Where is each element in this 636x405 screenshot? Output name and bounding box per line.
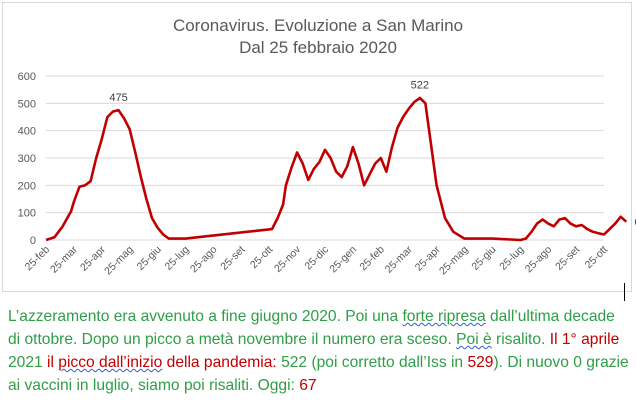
x-tick-label: 25-feb xyxy=(23,244,53,274)
caption-part: risalito. xyxy=(491,331,546,348)
y-tick-label: 300 xyxy=(18,153,36,165)
y-tick-label: 200 xyxy=(18,180,36,192)
x-tick-label: 25-nov xyxy=(272,243,304,275)
y-tick-label: 400 xyxy=(18,126,36,138)
line-chart: 010020030040050060025-feb25-mar25-apr25-… xyxy=(18,71,636,278)
text-cursor xyxy=(624,283,625,301)
x-tick-label: 25-ago xyxy=(188,244,220,276)
x-tick-label: 25-mag xyxy=(102,244,136,278)
x-tick-label: 25-set xyxy=(553,244,582,273)
data-label: 67 xyxy=(634,217,636,229)
x-tick-label: 25-feb xyxy=(357,244,387,274)
x-tick-label: 25-lug xyxy=(497,244,526,273)
x-tick-label: 25-ago xyxy=(523,244,555,276)
y-tick-label: 500 xyxy=(18,98,36,110)
caption-part: il xyxy=(42,354,59,371)
caption-part: dall’ultima decade di ottobre. Dopo un p… xyxy=(8,308,615,348)
x-tick-label: 25-mar xyxy=(48,243,80,275)
caption-part: ). Di nuovo 0 grazie ai vaccini in lugli… xyxy=(8,354,629,394)
caption-part: Poi è xyxy=(456,331,492,348)
caption-part: forte ripresa xyxy=(402,308,486,325)
x-tick-label: 25-giu xyxy=(469,244,498,273)
caption-part: picco dall’inizio xyxy=(58,354,163,371)
data-label: 522 xyxy=(411,79,429,91)
caption-part: Il 1° aprile xyxy=(545,331,620,348)
data-label: 475 xyxy=(109,92,127,104)
x-tick-label: 25-gen xyxy=(327,244,359,276)
x-tick-label: 25-dic xyxy=(302,244,331,273)
x-tick-label: 25-mag xyxy=(437,244,471,278)
chart-container xyxy=(2,2,632,292)
series-line xyxy=(45,96,628,242)
caption-part: della pandemia: xyxy=(162,354,282,371)
x-tick-label: 25-ott xyxy=(583,244,611,272)
caption-part: 522 xyxy=(281,354,308,371)
chart-title: Coronavirus. Evoluzione a San Marino xyxy=(172,16,464,35)
y-tick-label: 0 xyxy=(30,235,36,247)
caption-part: 2021 xyxy=(8,354,43,371)
x-tick-label: 25-set xyxy=(218,244,247,273)
x-tick-label: 25-giu xyxy=(135,244,164,273)
y-tick-label: 600 xyxy=(18,71,36,83)
x-tick-label: 25-ott xyxy=(248,244,276,272)
y-tick-label: 100 xyxy=(18,208,36,220)
caption-part: 67 xyxy=(299,377,317,394)
x-tick-label: 25-mar xyxy=(383,243,415,275)
x-tick-label: 25-lug xyxy=(162,244,191,273)
caption-part: L’azzeramento era avvenuto a fine giugno… xyxy=(8,308,403,325)
caption-text: L’azzeramento era avvenuto a fine giugno… xyxy=(8,305,630,397)
chart-subtitle: Dal 25 febbraio 2020 xyxy=(239,38,397,57)
caption-part: 529 xyxy=(467,354,494,371)
caption-part: (poi corretto dall’Iss in xyxy=(307,354,468,371)
